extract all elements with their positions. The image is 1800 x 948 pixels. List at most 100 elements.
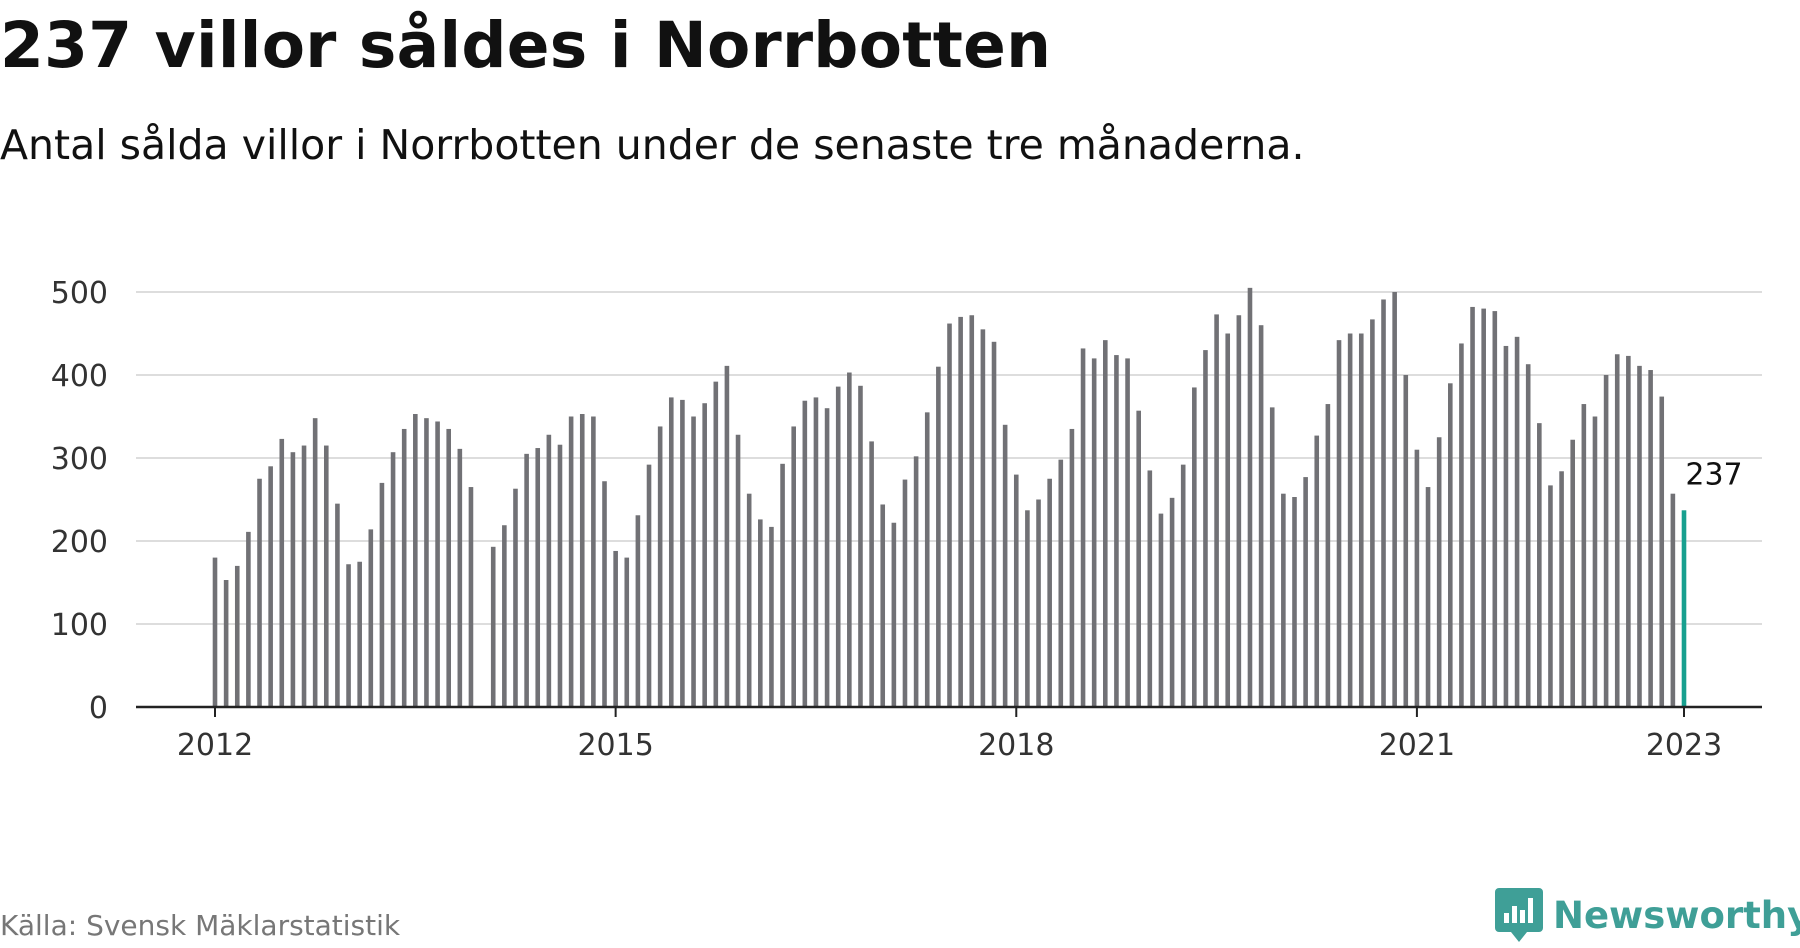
- bar-44: [702, 403, 707, 707]
- brand-name: Newsworthy: [1553, 893, 1800, 937]
- bar-86: [1169, 497, 1175, 707]
- bar-54: [813, 397, 819, 707]
- bar-series: [212, 287, 1687, 707]
- bar-25: [490, 546, 496, 707]
- bar-108: [1414, 449, 1420, 707]
- bar-110: [1436, 437, 1442, 707]
- chart-subtitle: Antal sålda villor i Norrbotten under de…: [0, 121, 1305, 169]
- axes: 0 100 200 300 400 500 2012 2015 2018 2021 2023: [51, 276, 1762, 763]
- bar-42: [680, 399, 685, 707]
- bar-16: [390, 452, 396, 707]
- bar-12: [346, 564, 351, 707]
- x-tick-label-2021: 2021: [1379, 728, 1455, 763]
- bar-111: [1448, 383, 1453, 707]
- bar-30: [546, 434, 552, 707]
- bar-113: [1470, 306, 1475, 707]
- x-tick-label-2023: 2023: [1646, 728, 1722, 763]
- bar-43: [691, 416, 696, 707]
- bar-80: [1103, 340, 1108, 707]
- bar-89: [1203, 350, 1208, 707]
- bar-107: [1403, 375, 1409, 707]
- bar-31: [557, 444, 563, 707]
- newsworthy-logo: Newsworthy: [1495, 888, 1800, 942]
- bar-129: [1648, 370, 1653, 707]
- bar-127: [1626, 355, 1631, 707]
- bar-35: [602, 481, 607, 707]
- bar-41: [668, 397, 674, 707]
- bar-95: [1269, 407, 1275, 707]
- bar-83: [1136, 410, 1141, 707]
- bar-128: [1637, 365, 1642, 707]
- bar-82: [1125, 358, 1130, 707]
- bar-118: [1525, 364, 1531, 707]
- bar-51: [780, 463, 785, 707]
- bar-87: [1180, 464, 1186, 707]
- bar-76: [1058, 459, 1064, 707]
- bar-53: [802, 400, 808, 707]
- bar-102: [1347, 333, 1353, 707]
- bar-34: [591, 416, 596, 707]
- bar-68: [969, 315, 975, 707]
- bar-93: [1247, 287, 1253, 707]
- bar-70: [991, 341, 997, 707]
- newsworthy-chart-icon: [1495, 888, 1543, 942]
- bar-69: [980, 329, 986, 707]
- bar-78: [1080, 348, 1086, 707]
- bar-52: [791, 426, 796, 707]
- bar-14: [368, 529, 374, 707]
- bar-130: [1659, 396, 1665, 707]
- bar-58: [858, 385, 863, 707]
- bar-4: [257, 478, 262, 707]
- bar-59: [869, 441, 874, 707]
- bar-23: [468, 487, 474, 707]
- bar-88: [1192, 387, 1197, 707]
- x-tick-label-2015: 2015: [577, 728, 653, 763]
- bar-47: [735, 434, 741, 707]
- bar-90: [1214, 314, 1219, 707]
- bar-26: [502, 525, 507, 707]
- y-tick-label-200: 200: [51, 525, 108, 560]
- bar-99: [1314, 435, 1320, 707]
- x-tick-label-2012: 2012: [177, 728, 253, 763]
- bar-50: [769, 526, 774, 707]
- bar-131: [1670, 493, 1676, 707]
- highlight-value-label: 237: [1685, 457, 1742, 492]
- bar-46: [724, 365, 730, 707]
- bar-92: [1236, 315, 1242, 707]
- bar-100: [1325, 404, 1331, 707]
- bar-57: [847, 372, 852, 707]
- data-labels: 237: [1682, 454, 1745, 495]
- bar-112: [1459, 343, 1464, 707]
- bar-22: [457, 448, 463, 707]
- bar-94: [1258, 325, 1264, 707]
- bar-106: [1392, 292, 1397, 707]
- bar-125: [1603, 375, 1609, 707]
- source-note: Källa: Svensk Mäklarstatistik: [0, 909, 401, 942]
- bar-119: [1537, 423, 1542, 707]
- bar-66: [947, 323, 952, 707]
- bar-21: [446, 428, 451, 707]
- bar-98: [1303, 477, 1308, 707]
- bar-49: [758, 519, 763, 707]
- bar-32: [568, 416, 574, 707]
- bar-115: [1492, 311, 1498, 707]
- bar-3: [246, 531, 251, 707]
- y-tick-label-300: 300: [51, 442, 108, 477]
- bar-62: [902, 479, 908, 707]
- bar-105: [1381, 299, 1386, 707]
- bar-11: [335, 503, 340, 707]
- bar-17: [401, 428, 407, 707]
- bar-74: [1036, 499, 1041, 707]
- bar-56: [835, 386, 841, 707]
- bar-77: [1069, 428, 1075, 707]
- bar-45: [713, 381, 719, 707]
- bar-2: [234, 565, 240, 707]
- bar-85: [1158, 513, 1164, 707]
- bar-65: [936, 366, 941, 707]
- bar-6: [279, 438, 285, 707]
- bar-37: [624, 557, 630, 707]
- bar-67: [958, 316, 963, 707]
- bar-81: [1114, 355, 1119, 707]
- bar-120: [1548, 485, 1553, 707]
- y-tick-label-500: 500: [51, 276, 108, 311]
